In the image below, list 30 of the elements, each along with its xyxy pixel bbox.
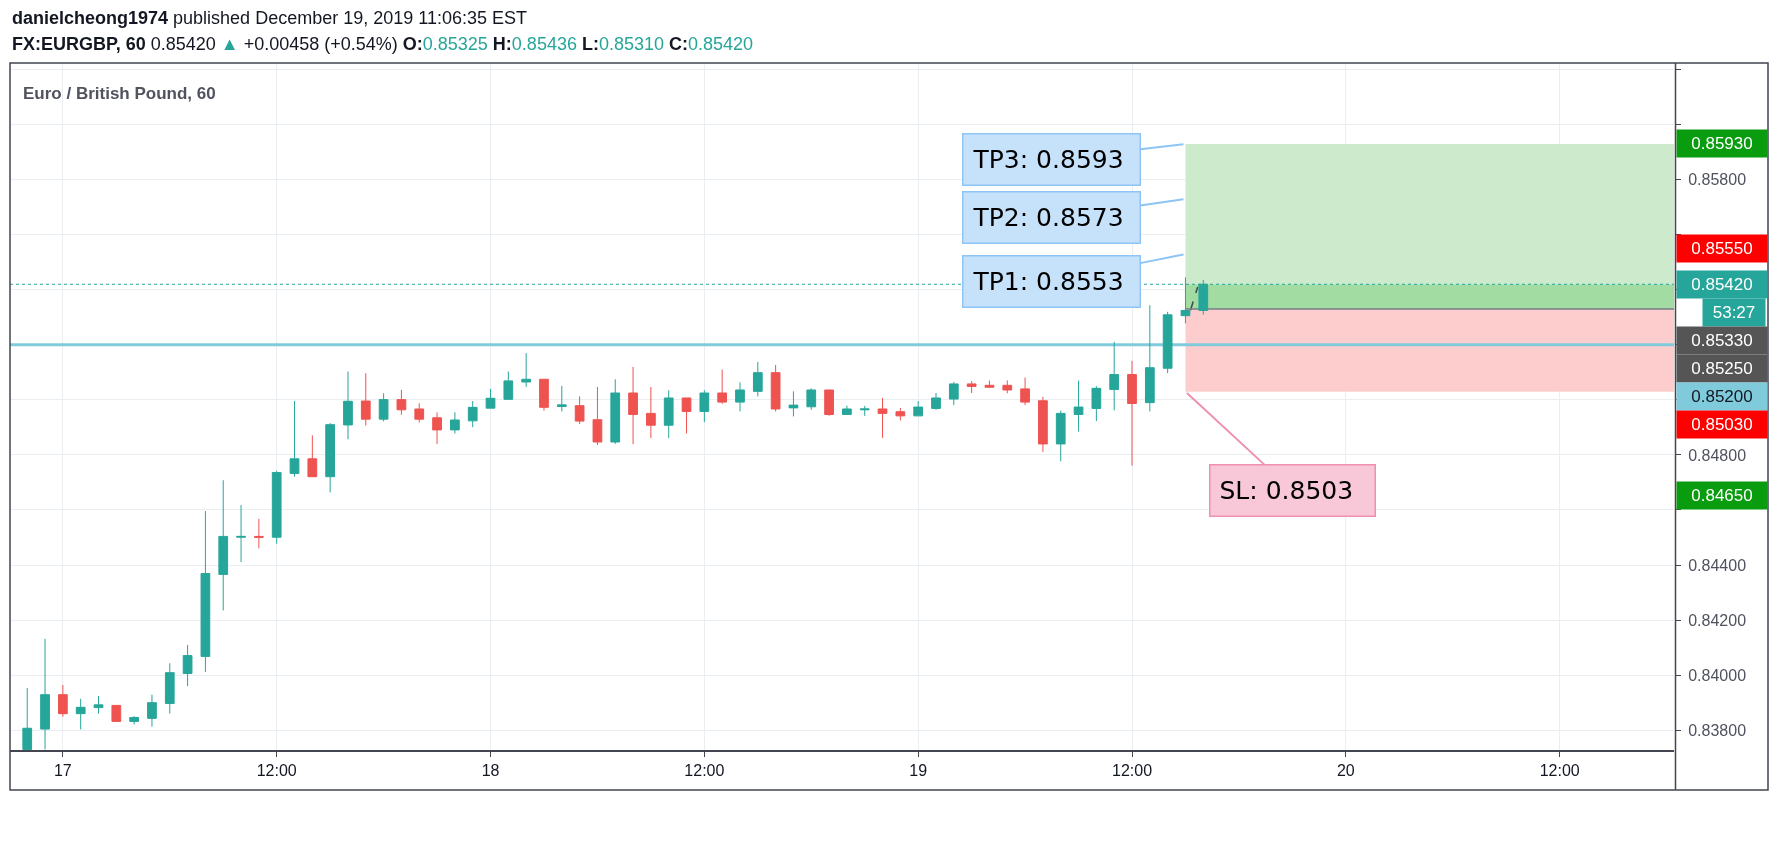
y-tick-label: 0.84800 (1688, 446, 1747, 464)
y-tick-label: 0.84000 (1688, 666, 1747, 684)
x-tick-label: 12:00 (684, 761, 725, 779)
x-tick-label: 17 (53, 761, 72, 779)
annotation: 0.85330 (1691, 331, 1753, 350)
x-tick-label: 12:00 (1539, 761, 1580, 779)
text: 0.84650 (1691, 486, 1753, 505)
text: Euro / British Pound, 60 (23, 83, 216, 103)
annotation: TP1: 0.8553 (972, 267, 1124, 296)
x-tick-label: 12:00 (256, 761, 297, 779)
y-tick-label: 0.83800 (1688, 721, 1747, 739)
annotation: 0.85250 (1691, 359, 1753, 378)
y-tick-label: 0.84200 (1688, 611, 1747, 629)
annotation: 0.85930 (1691, 134, 1753, 153)
y-tick-label: 0.85800 (1688, 171, 1747, 189)
text: FX:EURGBP, 60 0.85420 ▲ +0.00458 (+0.54%) O:0.85325 H:0.85436 L:0.85310 C:0.85420 (12, 34, 754, 54)
x-tick-label: 20 (1336, 761, 1355, 779)
x-tick-label: 19 (909, 761, 928, 779)
y-tick-label: 0.84400 (1688, 556, 1747, 574)
annotation: TP3: 0.8593 (972, 145, 1124, 174)
ref-line-label: 0.85200 (1691, 387, 1753, 406)
annotation: TP2: 0.8573 (972, 203, 1124, 232)
annotation: 0.85550 (1691, 239, 1753, 258)
x-tick-label: 12:00 (1111, 761, 1153, 779)
text: danielcheong1974 published December 19, 2019 11:06:35 EST (12, 8, 527, 28)
text: 53:27 (1712, 303, 1756, 322)
annotation: SL: 0.8503 (1219, 476, 1354, 505)
x-tick-label: 18 (481, 761, 500, 779)
annotation: 0.85030 (1691, 415, 1753, 434)
ref-line-label: 0.85420 (1691, 275, 1753, 294)
